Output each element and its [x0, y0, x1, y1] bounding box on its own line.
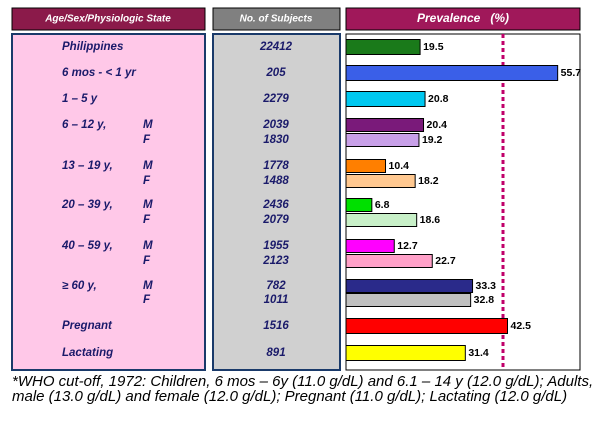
sex-label: F: [143, 255, 151, 267]
value-label: 18.6: [420, 214, 441, 226]
bar: [345, 118, 425, 132]
sex-label: F: [143, 175, 151, 187]
sex-label: M: [143, 240, 153, 252]
value-label: 6.8: [375, 199, 390, 211]
header-box: [11, 7, 206, 31]
sex-label: M: [143, 160, 153, 172]
subjects: 1830: [263, 134, 289, 146]
row-label: 13 – 19 y,: [62, 160, 113, 172]
row-label: Philippines: [62, 41, 123, 53]
bar-area: [345, 33, 581, 371]
sex-label: M: [143, 119, 153, 131]
chart: Age/Sex/Physiologic State No. of Subject…: [11, 7, 582, 371]
bar: [345, 254, 433, 268]
subjects: 1955: [263, 240, 289, 252]
value-label: 32.8: [474, 294, 495, 306]
sex-label: F: [143, 214, 151, 226]
bar: [345, 198, 373, 212]
column-header: Age/Sex/Physiologic State: [44, 14, 171, 25]
bar: [345, 174, 416, 188]
bar: [345, 279, 474, 293]
bar: [345, 91, 426, 107]
value-label: 18.2: [418, 175, 439, 187]
bar: [345, 159, 387, 173]
row-label: 6 – 12 y,: [62, 119, 106, 131]
column-header: Prevalence (%): [417, 11, 509, 25]
row-label: 40 – 59 y,: [61, 240, 113, 252]
bar: [345, 39, 421, 55]
subjects: 1011: [264, 294, 289, 306]
value-label: 19.5: [423, 41, 444, 53]
subjects: 891: [266, 347, 285, 359]
footnote: *WHO cut-off, 1972: Children, 6 mos – 6y…: [12, 373, 594, 405]
sex-label: F: [143, 294, 151, 306]
bar: [345, 65, 559, 81]
row-label: ≥ 60 y,: [62, 280, 97, 292]
sex-label: F: [143, 134, 151, 146]
row-label: 6 mos - < 1 yr: [62, 67, 136, 79]
bar: [345, 318, 508, 334]
value-label: 31.4: [468, 347, 489, 359]
value-label: 20.4: [427, 119, 448, 131]
value-label: 12.7: [397, 240, 418, 252]
subjects: 2436: [262, 199, 289, 211]
subjects-column: [212, 33, 341, 371]
value-label: 22.7: [435, 255, 456, 267]
subjects: 1516: [263, 320, 289, 332]
bar: [345, 293, 472, 307]
sex-label: M: [143, 199, 153, 211]
bar: [345, 213, 418, 227]
value-label: 19.2: [422, 134, 443, 146]
subjects: 1488: [263, 175, 289, 187]
sex-label: M: [143, 280, 153, 292]
subjects: 2123: [262, 255, 289, 267]
value-label: 20.8: [428, 93, 449, 105]
label-column: [11, 33, 206, 371]
row-label: 20 – 39 y,: [61, 199, 113, 211]
column-header: No. of Subjects: [240, 14, 313, 25]
subjects: 2039: [262, 119, 289, 131]
subjects: 1778: [263, 160, 289, 172]
subjects: 2279: [262, 93, 289, 105]
header-box: [345, 7, 581, 31]
subjects: 782: [266, 280, 286, 292]
subjects: 22412: [259, 41, 293, 53]
row-label: Pregnant: [62, 320, 113, 332]
subjects: 205: [265, 67, 286, 79]
value-label: 42.5: [511, 320, 532, 332]
value-label: 33.3: [476, 280, 497, 292]
row-label: 1 – 5 y: [62, 93, 98, 105]
header-box: [212, 7, 341, 31]
value-label: 55.7: [561, 67, 582, 79]
row-label: Lactating: [62, 347, 113, 359]
bar: [345, 133, 420, 147]
bar: [345, 345, 466, 361]
subjects: 2079: [262, 214, 289, 226]
value-label: 10.4: [389, 160, 410, 172]
bar: [345, 239, 395, 253]
